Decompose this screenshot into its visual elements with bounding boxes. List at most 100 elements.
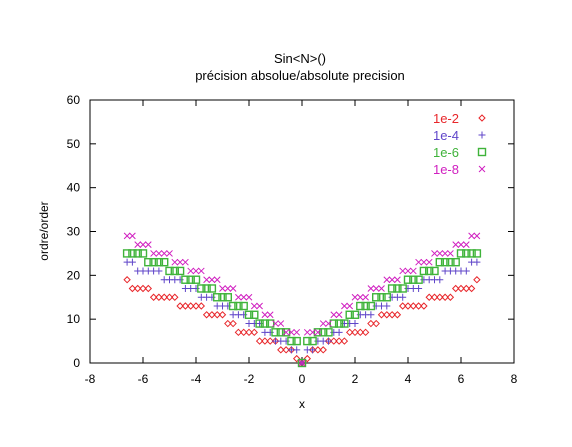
data-point [192, 267, 200, 275]
x-tick-label: 2 [352, 372, 359, 386]
data-point [208, 311, 216, 319]
data-point [393, 311, 402, 319]
data-point [329, 319, 338, 328]
data-point [467, 249, 476, 258]
data-point [149, 257, 158, 267]
data-point [419, 266, 429, 276]
data-point [261, 328, 269, 336]
data-point [468, 232, 475, 240]
data-point [335, 328, 343, 336]
data-point [240, 293, 248, 301]
data-point [436, 293, 444, 301]
data-point [245, 293, 253, 301]
data-point [160, 276, 168, 284]
data-point [303, 328, 311, 336]
data-point [324, 328, 333, 337]
data-point [430, 293, 439, 301]
data-point [139, 284, 147, 293]
y-tick-label: 30 [67, 225, 81, 239]
data-point [144, 257, 153, 267]
data-point [346, 302, 354, 310]
data-point [447, 250, 454, 257]
data-point [144, 241, 152, 249]
data-point [213, 276, 221, 284]
data-point [341, 302, 348, 310]
data-point [403, 275, 413, 284]
data-point [309, 346, 317, 354]
data-point [303, 354, 312, 363]
data-point [229, 285, 237, 292]
data-point [409, 267, 417, 275]
data-point [451, 284, 460, 293]
data-point [404, 302, 412, 310]
data-point [350, 310, 360, 319]
y-tick-label: 40 [67, 181, 81, 195]
data-point [128, 284, 137, 293]
data-point [154, 257, 164, 267]
data-point [446, 257, 455, 267]
data-point [340, 319, 349, 328]
data-point [430, 266, 439, 276]
data-point [203, 276, 210, 284]
data-point [281, 328, 291, 337]
x-tick-label: -2 [244, 372, 255, 386]
data-point [451, 257, 460, 267]
data-point [165, 266, 174, 276]
data-point [441, 250, 449, 257]
data-point [436, 250, 444, 257]
data-point [186, 302, 195, 310]
data-point [256, 302, 263, 310]
data-point [393, 284, 402, 293]
series-1e-6 [122, 249, 482, 368]
data-point [250, 328, 259, 337]
data-point [473, 276, 481, 284]
data-point [187, 267, 195, 275]
data-point [186, 275, 195, 284]
data-point [351, 328, 359, 337]
data-point [335, 311, 343, 319]
data-point [382, 293, 391, 302]
data-point [325, 337, 332, 345]
data-point [414, 302, 423, 310]
data-point [219, 285, 226, 292]
series-1e-8 [123, 232, 481, 367]
data-point [435, 257, 444, 267]
data-point [398, 284, 407, 293]
data-point [123, 276, 131, 284]
data-point [309, 328, 316, 336]
data-point [166, 250, 173, 257]
data-point [234, 328, 243, 337]
legend-label: 1e-4 [433, 128, 459, 143]
data-point [330, 311, 338, 319]
data-point [340, 337, 349, 345]
data-point [345, 310, 354, 319]
y-tick-label: 0 [73, 356, 80, 370]
data-point [415, 284, 423, 292]
data-point [462, 241, 470, 249]
data-point [292, 336, 301, 346]
data-point [457, 284, 465, 293]
data-point [192, 302, 200, 310]
data-point [314, 346, 322, 354]
legend: 1e-2 1e-4 1e-6 1e-8 [433, 111, 487, 177]
data-point [266, 337, 274, 345]
data-point [345, 328, 354, 337]
data-point [239, 301, 248, 311]
data-point [473, 258, 481, 266]
data-point [134, 241, 142, 249]
data-point [245, 320, 253, 328]
data-point [170, 266, 180, 276]
data-point [202, 284, 211, 293]
x-tick-label: 0 [299, 372, 306, 386]
data-point [212, 293, 222, 302]
legend-label: 1e-2 [433, 111, 459, 126]
x-tick-label: -6 [138, 372, 149, 386]
legend-label: 1e-6 [433, 145, 459, 160]
legend-marker [478, 131, 486, 139]
data-point [420, 258, 428, 266]
data-point [325, 320, 332, 327]
data-point [171, 258, 179, 266]
data-point [462, 284, 471, 293]
data-point [415, 258, 422, 266]
